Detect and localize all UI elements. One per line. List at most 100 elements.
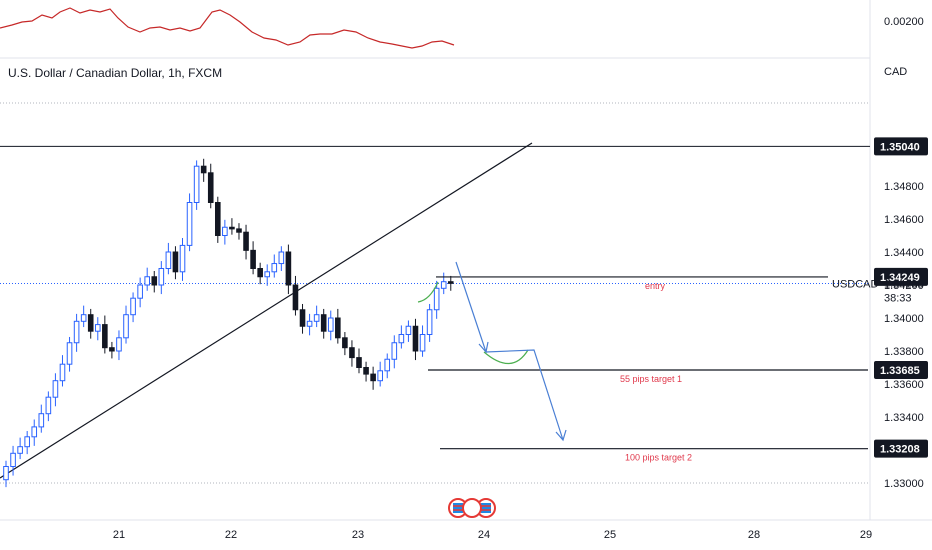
price-tick-label: 1.34600	[884, 214, 924, 226]
candle-body	[250, 249, 256, 270]
candle-body	[66, 342, 73, 365]
candle-body	[363, 367, 369, 375]
last-price-label: 1.34209	[884, 279, 924, 291]
candle-body	[158, 268, 165, 286]
price-tick-label: 1.33600	[884, 379, 924, 391]
candle-body	[257, 268, 263, 278]
candle-body	[440, 281, 447, 289]
candle-body	[426, 309, 433, 335]
candle-body	[94, 324, 101, 332]
countdown-label: 38:33	[884, 293, 912, 305]
entry-label: entry	[645, 281, 666, 291]
candle-body	[80, 314, 87, 322]
candle-body	[236, 228, 242, 233]
price-tick-label: 1.33400	[884, 412, 924, 424]
time-tick-label: 22	[225, 529, 237, 541]
price-tick-label: 1.33800	[884, 346, 924, 358]
price-badge-label: 1.34249	[880, 272, 920, 284]
candle-body	[24, 436, 30, 448]
candle-body	[172, 251, 179, 273]
price-badge-label: 1.33208	[880, 444, 920, 456]
time-tick-label: 24	[478, 529, 490, 541]
price-tick-label: 1.34800	[884, 181, 924, 193]
candle-body	[370, 373, 376, 382]
candle-body	[73, 320, 80, 344]
price-tick-label: 1.34400	[884, 247, 924, 259]
projection-arrow-path	[455, 261, 564, 441]
candle-body	[412, 325, 419, 352]
candle-body	[151, 276, 158, 286]
flag-field	[481, 503, 491, 513]
candle-body	[109, 347, 115, 352]
candle-body	[278, 251, 285, 265]
currency-label: CAD	[884, 66, 907, 78]
candle-body	[215, 202, 221, 236]
time-tick-label: 23	[352, 529, 364, 541]
candle-body	[264, 271, 271, 278]
symbol-axis-label: USDCAD	[832, 279, 879, 291]
candle-body	[3, 466, 9, 481]
candle-body	[165, 251, 172, 269]
candle-body	[207, 172, 214, 204]
price-badge	[874, 267, 928, 286]
candle-body	[222, 226, 228, 236]
candle-body	[447, 281, 454, 284]
candle-body	[384, 358, 391, 372]
oscillator-tick-label: 0.00200	[884, 16, 924, 28]
time-tick-label: 25	[604, 529, 616, 541]
target1-label: 55 pips target 1	[620, 374, 682, 384]
candle-body	[200, 165, 207, 174]
symbol-title: U.S. Dollar / Canadian Dollar, 1h, FXCM	[8, 66, 223, 80]
candle-body	[285, 251, 292, 286]
price-tick-label: 1.34000	[884, 313, 924, 325]
candle-body	[377, 370, 383, 382]
candle-body	[405, 325, 412, 335]
economic-event-flag-icon	[462, 498, 482, 518]
time-tick-label: 28	[748, 529, 760, 541]
candle-body	[144, 276, 150, 286]
price-badge-label: 1.35040	[880, 141, 920, 153]
candle-body	[38, 413, 45, 428]
candle-body	[31, 426, 38, 438]
candle-body	[102, 324, 108, 349]
candle-body	[391, 342, 398, 360]
candle-body	[313, 314, 320, 322]
trendline	[0, 142, 533, 479]
candle-body	[419, 334, 426, 352]
candle-body	[335, 317, 341, 339]
arrowhead	[478, 341, 489, 354]
candle-body	[59, 363, 66, 382]
candle-body	[349, 347, 355, 359]
price-badge-label: 1.33685	[880, 365, 920, 377]
candle-body	[123, 314, 129, 339]
candle-body	[186, 202, 193, 246]
candle-body	[52, 380, 59, 398]
projection-curve	[483, 349, 529, 365]
projection-curve	[417, 281, 439, 303]
oscillator-line	[0, 7, 455, 49]
price-badge	[874, 360, 928, 379]
candle-body	[17, 446, 23, 454]
candle-body	[116, 337, 122, 352]
candle-body	[292, 284, 299, 311]
candle-body	[10, 452, 16, 467]
candle-body	[137, 284, 143, 299]
time-tick-label: 29	[860, 529, 872, 541]
candle-body	[193, 165, 200, 203]
flag-field	[453, 503, 463, 513]
price-badge	[874, 439, 928, 458]
candle-body	[342, 337, 348, 349]
candle-body	[299, 309, 306, 327]
price-tick-label: 1.33000	[884, 478, 924, 490]
candle-body	[306, 320, 313, 327]
economic-event-flag-icon	[448, 498, 468, 518]
target2-label: 100 pips target 2	[625, 453, 692, 463]
candle-body	[130, 297, 136, 316]
candle-body	[87, 314, 94, 332]
time-tick-label: 21	[113, 529, 125, 541]
candle-body	[356, 357, 362, 369]
candle-body	[271, 263, 278, 273]
candle-body	[243, 231, 249, 251]
candle-body	[179, 244, 186, 273]
